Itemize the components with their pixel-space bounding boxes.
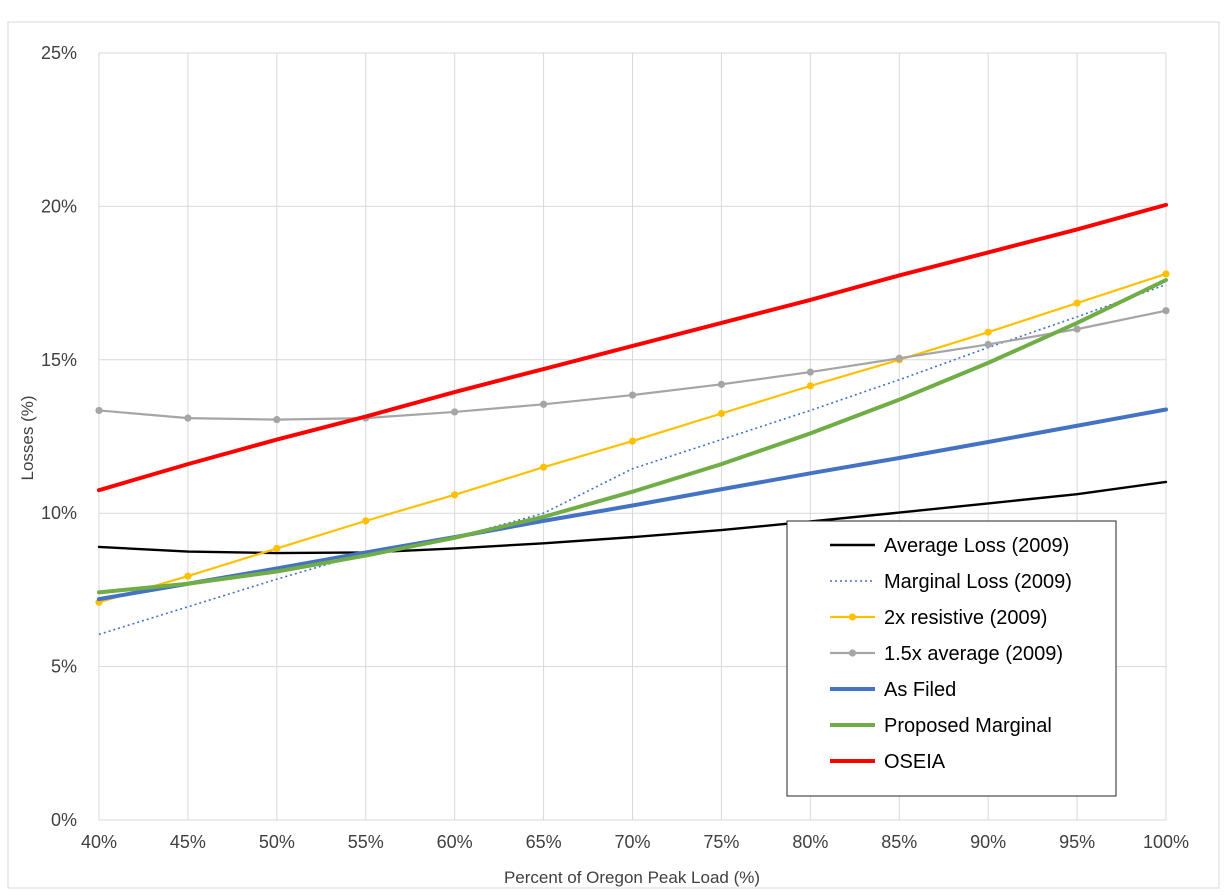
data-point-2x-resistive-2009 <box>362 517 370 525</box>
legend-label-oseia: OSEIA <box>884 751 946 773</box>
data-point-2x-resistive-2009 <box>1073 299 1081 307</box>
x-tick-label: 75% <box>703 832 739 852</box>
y-tick-label: 0% <box>51 810 77 830</box>
data-point-1-5x-average-2009 <box>184 414 192 422</box>
data-point-2x-resistive-2009 <box>539 463 548 471</box>
data-point-1-5x-average-2009 <box>95 406 103 415</box>
legend-marker-1-5x-average-2009 <box>848 649 857 657</box>
data-point-1-5x-average-2009 <box>717 380 726 388</box>
series-group <box>95 202 1170 636</box>
data-point-2x-resistive-2009 <box>628 437 637 445</box>
y-axis-label: Losses (%) <box>18 395 37 480</box>
series-line-average-loss-2009 <box>97 480 1168 555</box>
x-tick-label: 60% <box>437 832 473 852</box>
data-point-2x-resistive-2009 <box>717 409 726 418</box>
data-point-1-5x-average-2009 <box>984 340 992 349</box>
data-point-2x-resistive-2009 <box>1162 270 1170 278</box>
data-point-1-5x-average-2009 <box>628 391 637 399</box>
legend-label-average-loss-2009: Average Loss (2009) <box>884 535 1069 557</box>
x-tick-label: 70% <box>614 832 650 852</box>
legend-label-1-5x-average-2009: 1.5x average (2009) <box>884 643 1063 665</box>
series-line-proposed-marginal <box>97 278 1168 595</box>
data-point-2x-resistive-2009 <box>273 544 281 553</box>
data-point-1-5x-average-2009 <box>273 416 281 424</box>
legend-label-marginal-loss-2009: Marginal Loss (2009) <box>884 571 1072 593</box>
x-tick-label: 95% <box>1059 832 1095 852</box>
series-line-as-filed <box>97 407 1168 602</box>
x-tick-label: 65% <box>526 832 562 852</box>
legend-marker-2x-resistive-2009 <box>848 613 857 621</box>
legend: Average Loss (2009) Marginal Loss (2009) 2… <box>786 520 1117 797</box>
series-line-oseia <box>97 202 1168 493</box>
data-point-2x-resistive-2009 <box>184 572 192 580</box>
data-point-1-5x-average-2009 <box>1162 307 1170 315</box>
data-point-1-5x-average-2009 <box>1073 325 1081 333</box>
legend-label-proposed-marginal: Proposed Marginal <box>884 715 1052 737</box>
legend-label-2x-resistive-2009: 2x resistive (2009) <box>884 607 1047 629</box>
x-tick-label: 85% <box>881 832 917 852</box>
data-point-2x-resistive-2009 <box>984 328 992 336</box>
legend-label-as-filed: As Filed <box>884 679 956 701</box>
x-tick-label: 45% <box>170 832 206 852</box>
data-point-1-5x-average-2009 <box>539 400 548 408</box>
data-point-1-5x-average-2009 <box>806 368 814 376</box>
x-tick-label: 90% <box>970 832 1006 852</box>
y-tick-label: 15% <box>41 350 77 370</box>
y-tick-label: 25% <box>41 43 77 63</box>
x-tick-label: 50% <box>259 832 295 852</box>
legend-entries: Average Loss (2009) Marginal Loss (2009) 2… <box>830 535 1072 773</box>
x-tick-label: 100% <box>1143 832 1189 852</box>
y-tick-label: 20% <box>41 196 77 216</box>
y-axis-ticks: 0% 5% 10% 15% 20% 25% <box>41 43 77 830</box>
legend-box <box>786 520 1117 797</box>
x-tick-label: 40% <box>81 832 117 852</box>
x-axis-label: Percent of Oregon Peak Load (%) <box>504 868 760 887</box>
x-axis-ticks: 40% 45% 50% 55% 60% 65% 70% 75% 80% 85% 90% 95% 100% <box>81 832 1189 852</box>
x-tick-label: 55% <box>348 832 384 852</box>
data-point-1-5x-average-2009 <box>895 354 903 362</box>
x-tick-label: 80% <box>792 832 828 852</box>
data-point-2x-resistive-2009 <box>451 491 459 499</box>
gridlines <box>98 52 1167 821</box>
data-point-2x-resistive-2009 <box>806 382 814 390</box>
data-point-1-5x-average-2009 <box>451 408 459 416</box>
y-tick-label: 10% <box>41 503 77 523</box>
y-tick-label: 5% <box>51 657 77 677</box>
